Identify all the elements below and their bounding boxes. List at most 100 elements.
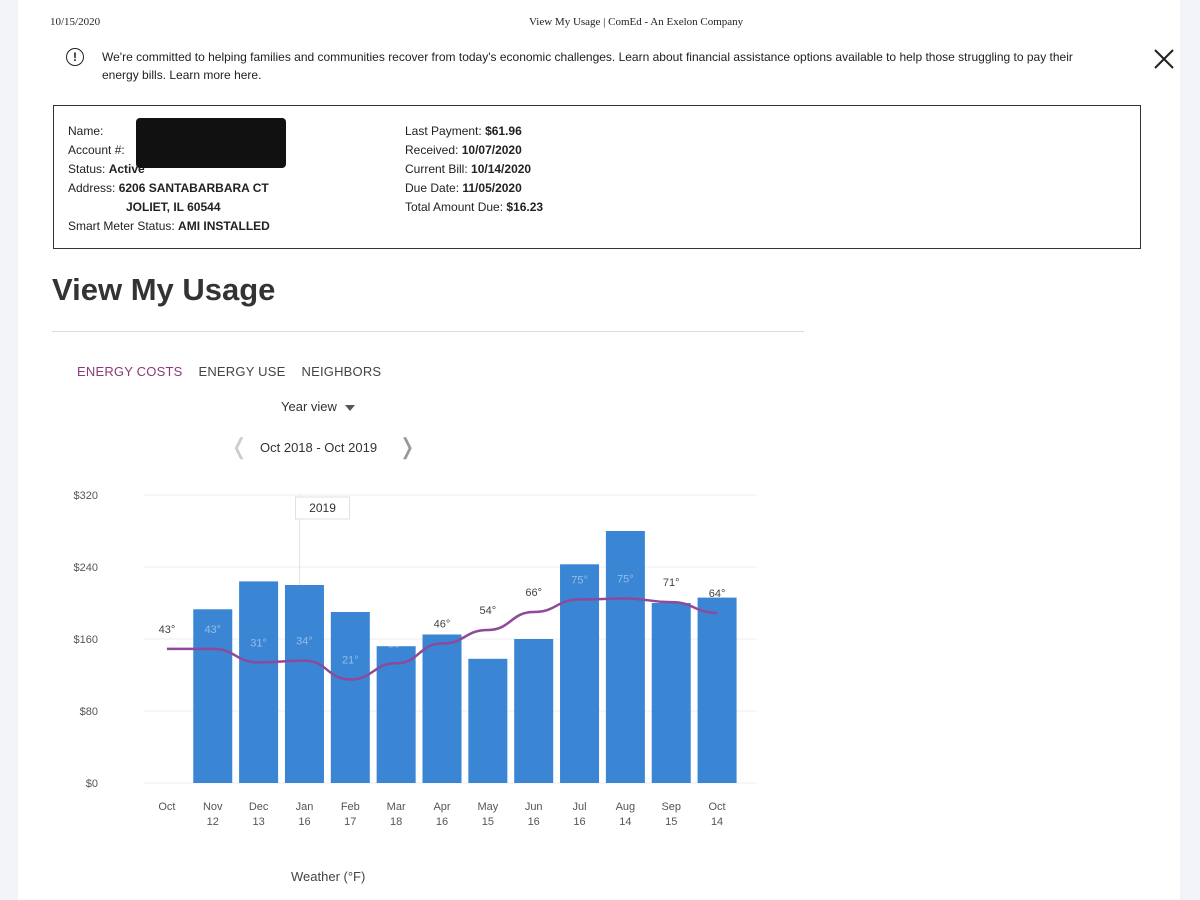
- tab-neighbors[interactable]: NEIGHBORS: [301, 364, 382, 379]
- x-tick-day: 12: [207, 816, 219, 828]
- received-row: Received: 10/07/2020: [405, 141, 543, 160]
- cost-bar: Dec 13: [239, 581, 279, 783]
- x-tick-month: Oct: [158, 801, 175, 813]
- x-tick-day: 14: [619, 816, 631, 828]
- total-due-value: $16.23: [506, 200, 544, 214]
- temperature-label: 34°: [296, 636, 313, 648]
- x-tick-day: 13: [252, 816, 264, 828]
- print-page-title: View My Usage | ComEd - An Exelon Compan…: [529, 16, 744, 28]
- account-summary: Name: Account #: Status: Active Address:…: [53, 105, 1141, 249]
- temperature-label: 31°: [250, 637, 267, 649]
- y-tick-label: $0: [86, 778, 98, 790]
- x-tick-month: Dec: [249, 801, 269, 813]
- x-tick-month: Jan: [296, 801, 314, 813]
- status-value: Active: [108, 162, 145, 176]
- x-tick-day: 14: [711, 816, 723, 828]
- temperature-label: 71°: [663, 577, 680, 589]
- x-tick-month: May: [477, 801, 498, 813]
- temperature-label: 66°: [525, 587, 542, 599]
- y-tick-label: $320: [74, 490, 98, 502]
- title-divider: [52, 331, 804, 332]
- status-label: Status:: [68, 162, 106, 176]
- temperature-label: 43°: [204, 624, 221, 636]
- cost-bar: May 15: [468, 658, 508, 783]
- cost-bar: Nov 12: [193, 609, 233, 783]
- x-tick-day: 16: [298, 816, 310, 828]
- x-tick-day: 16: [573, 816, 585, 828]
- current-bill-label: Current Bill:: [405, 162, 468, 176]
- year-marker-label: 2019: [309, 501, 336, 515]
- y-tick-label: $80: [80, 706, 98, 718]
- x-tick-day: 15: [665, 816, 677, 828]
- temperature-label: 64°: [709, 588, 726, 600]
- chevron-right-icon[interactable]: ❭: [398, 434, 417, 459]
- x-tick-month: Jun: [525, 801, 543, 813]
- address-label: Address:: [68, 181, 116, 195]
- usage-tabs: ENERGY COSTS ENERGY USE NEIGHBORS: [77, 364, 381, 383]
- cost-bar: Aug 14: [605, 531, 645, 783]
- smart-meter-row: Smart Meter Status: AMI INSTALLED: [68, 217, 270, 236]
- last-payment-value: $61.96: [485, 124, 522, 138]
- chevron-left-icon[interactable]: ❬: [230, 434, 249, 459]
- temperature-label: 75°: [571, 574, 588, 586]
- account-name-row: Name:: [68, 122, 270, 141]
- x-tick-month: Aug: [616, 801, 636, 813]
- smart-meter-label: Smart Meter Status:: [68, 219, 175, 233]
- weather-label: Weather (°F): [291, 869, 366, 884]
- x-tick-month: Apr: [433, 801, 450, 813]
- tab-energy-costs[interactable]: ENERGY COSTS: [77, 364, 183, 379]
- current-bill-value: 10/14/2020: [471, 162, 532, 176]
- printed-page: 10/15/2020 View My Usage | ComEd - An Ex…: [18, 0, 1180, 900]
- smart-meter-value: AMI INSTALLED: [178, 219, 270, 233]
- tab-energy-use[interactable]: ENERGY USE: [198, 364, 286, 379]
- redaction-mark: [136, 118, 286, 168]
- x-tick-month: Sep: [661, 801, 681, 813]
- notice-text[interactable]: We're committed to helping families and …: [102, 50, 1073, 82]
- account-details: Name: Account #: Status: Active Address:…: [68, 122, 270, 236]
- view-select[interactable]: Year view: [281, 399, 355, 414]
- current-bill-row: Current Bill: 10/14/2020: [405, 160, 543, 179]
- address-line1: 6206 SANTABARBARA CT: [118, 181, 269, 195]
- temperature-label: 21°: [342, 655, 359, 667]
- address-line2: JOLIET, IL 60544: [126, 200, 221, 214]
- cost-bar: Jul 16: [560, 564, 600, 783]
- chevron-down-icon: [344, 404, 355, 411]
- y-tick-label: $160: [74, 634, 98, 646]
- x-tick-day: 16: [528, 816, 540, 828]
- x-tick-day: 17: [344, 816, 356, 828]
- y-tick-label: $240: [74, 562, 98, 574]
- due-date-value: 11/05/2020: [462, 181, 522, 195]
- name-label: Name:: [68, 124, 104, 138]
- temperature-label: 43°: [159, 624, 176, 636]
- received-value: 10/07/2020: [461, 143, 522, 157]
- last-payment-row: Last Payment: $61.96: [405, 122, 543, 141]
- print-date: 10/15/2020: [50, 16, 101, 28]
- x-tick-month: Feb: [341, 801, 360, 813]
- temperature-label: 46°: [434, 619, 451, 631]
- due-date-label: Due Date:: [405, 181, 460, 195]
- cost-bar: Sep 15: [651, 603, 691, 783]
- close-icon[interactable]: [1151, 46, 1177, 72]
- view-select-value: Year view: [281, 399, 337, 414]
- account-status-row: Status: Active: [68, 160, 270, 179]
- x-tick-month: Oct: [709, 801, 726, 813]
- temperature-label: 75°: [617, 574, 634, 586]
- due-date-row: Due Date: 11/05/2020: [405, 179, 543, 198]
- address-line2-row: JOLIET, IL 60544: [68, 198, 270, 217]
- period-navigator: ❬ Oct 2018 - Oct 2019 ❭: [230, 436, 430, 458]
- account-number-label: Account #:: [68, 143, 125, 157]
- year-marker-box: [295, 496, 351, 520]
- x-tick-month: Mar: [387, 801, 406, 813]
- cost-bar: Oct 14: [697, 597, 737, 783]
- total-due-row: Total Amount Due: $16.23: [405, 198, 543, 217]
- period-label: Oct 2018 - Oct 2019: [260, 440, 378, 455]
- last-payment-label: Last Payment:: [405, 124, 482, 138]
- temperature-line: [166, 597, 718, 681]
- billing-details: Last Payment: $61.96 Received: 10/07/202…: [405, 122, 543, 217]
- x-tick-day: 18: [390, 816, 402, 828]
- account-number-row: Account #:: [68, 141, 270, 160]
- page-title: View My Usage: [52, 272, 276, 307]
- temperature-label: 30°: [388, 638, 405, 650]
- info-icon: !: [66, 48, 84, 66]
